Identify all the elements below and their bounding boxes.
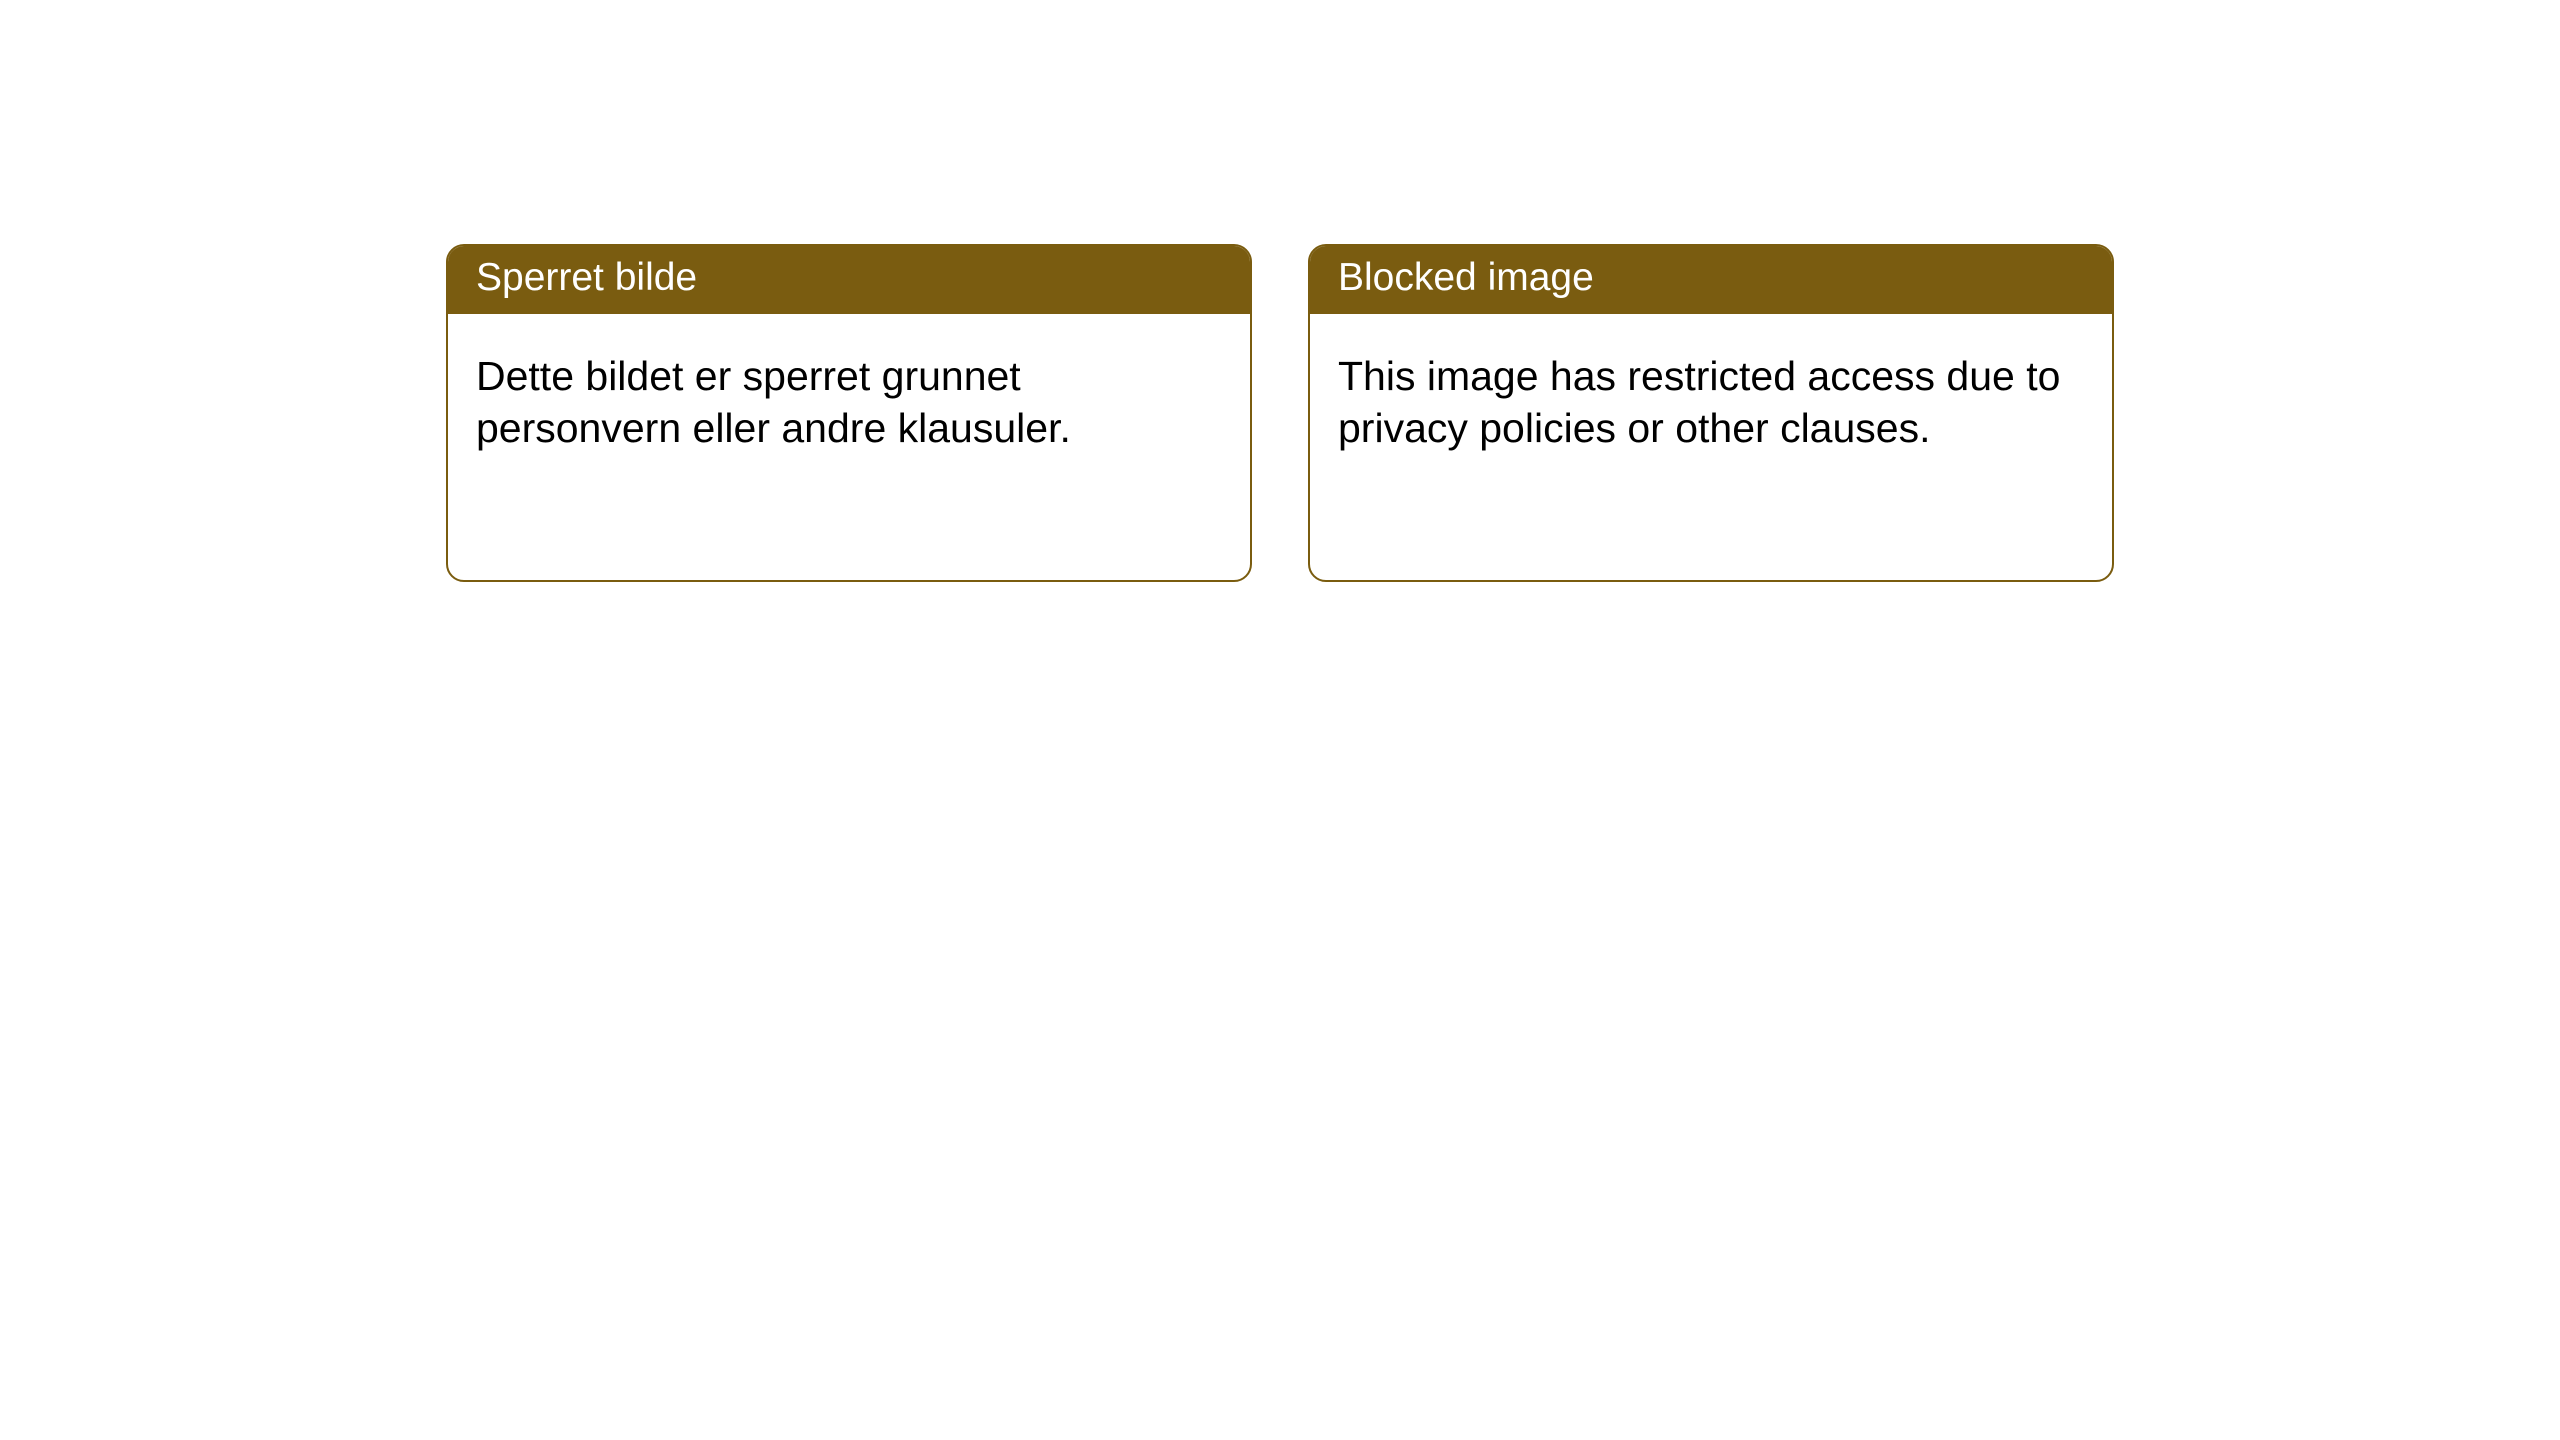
card-header-no: Sperret bilde [448,246,1250,314]
blocked-image-card-no: Sperret bilde Dette bildet er sperret gr… [446,244,1252,582]
notice-container: Sperret bilde Dette bildet er sperret gr… [0,0,2560,582]
card-body-en: This image has restricted access due to … [1310,314,2112,482]
card-body-no: Dette bildet er sperret grunnet personve… [448,314,1250,482]
card-header-en: Blocked image [1310,246,2112,314]
blocked-image-card-en: Blocked image This image has restricted … [1308,244,2114,582]
